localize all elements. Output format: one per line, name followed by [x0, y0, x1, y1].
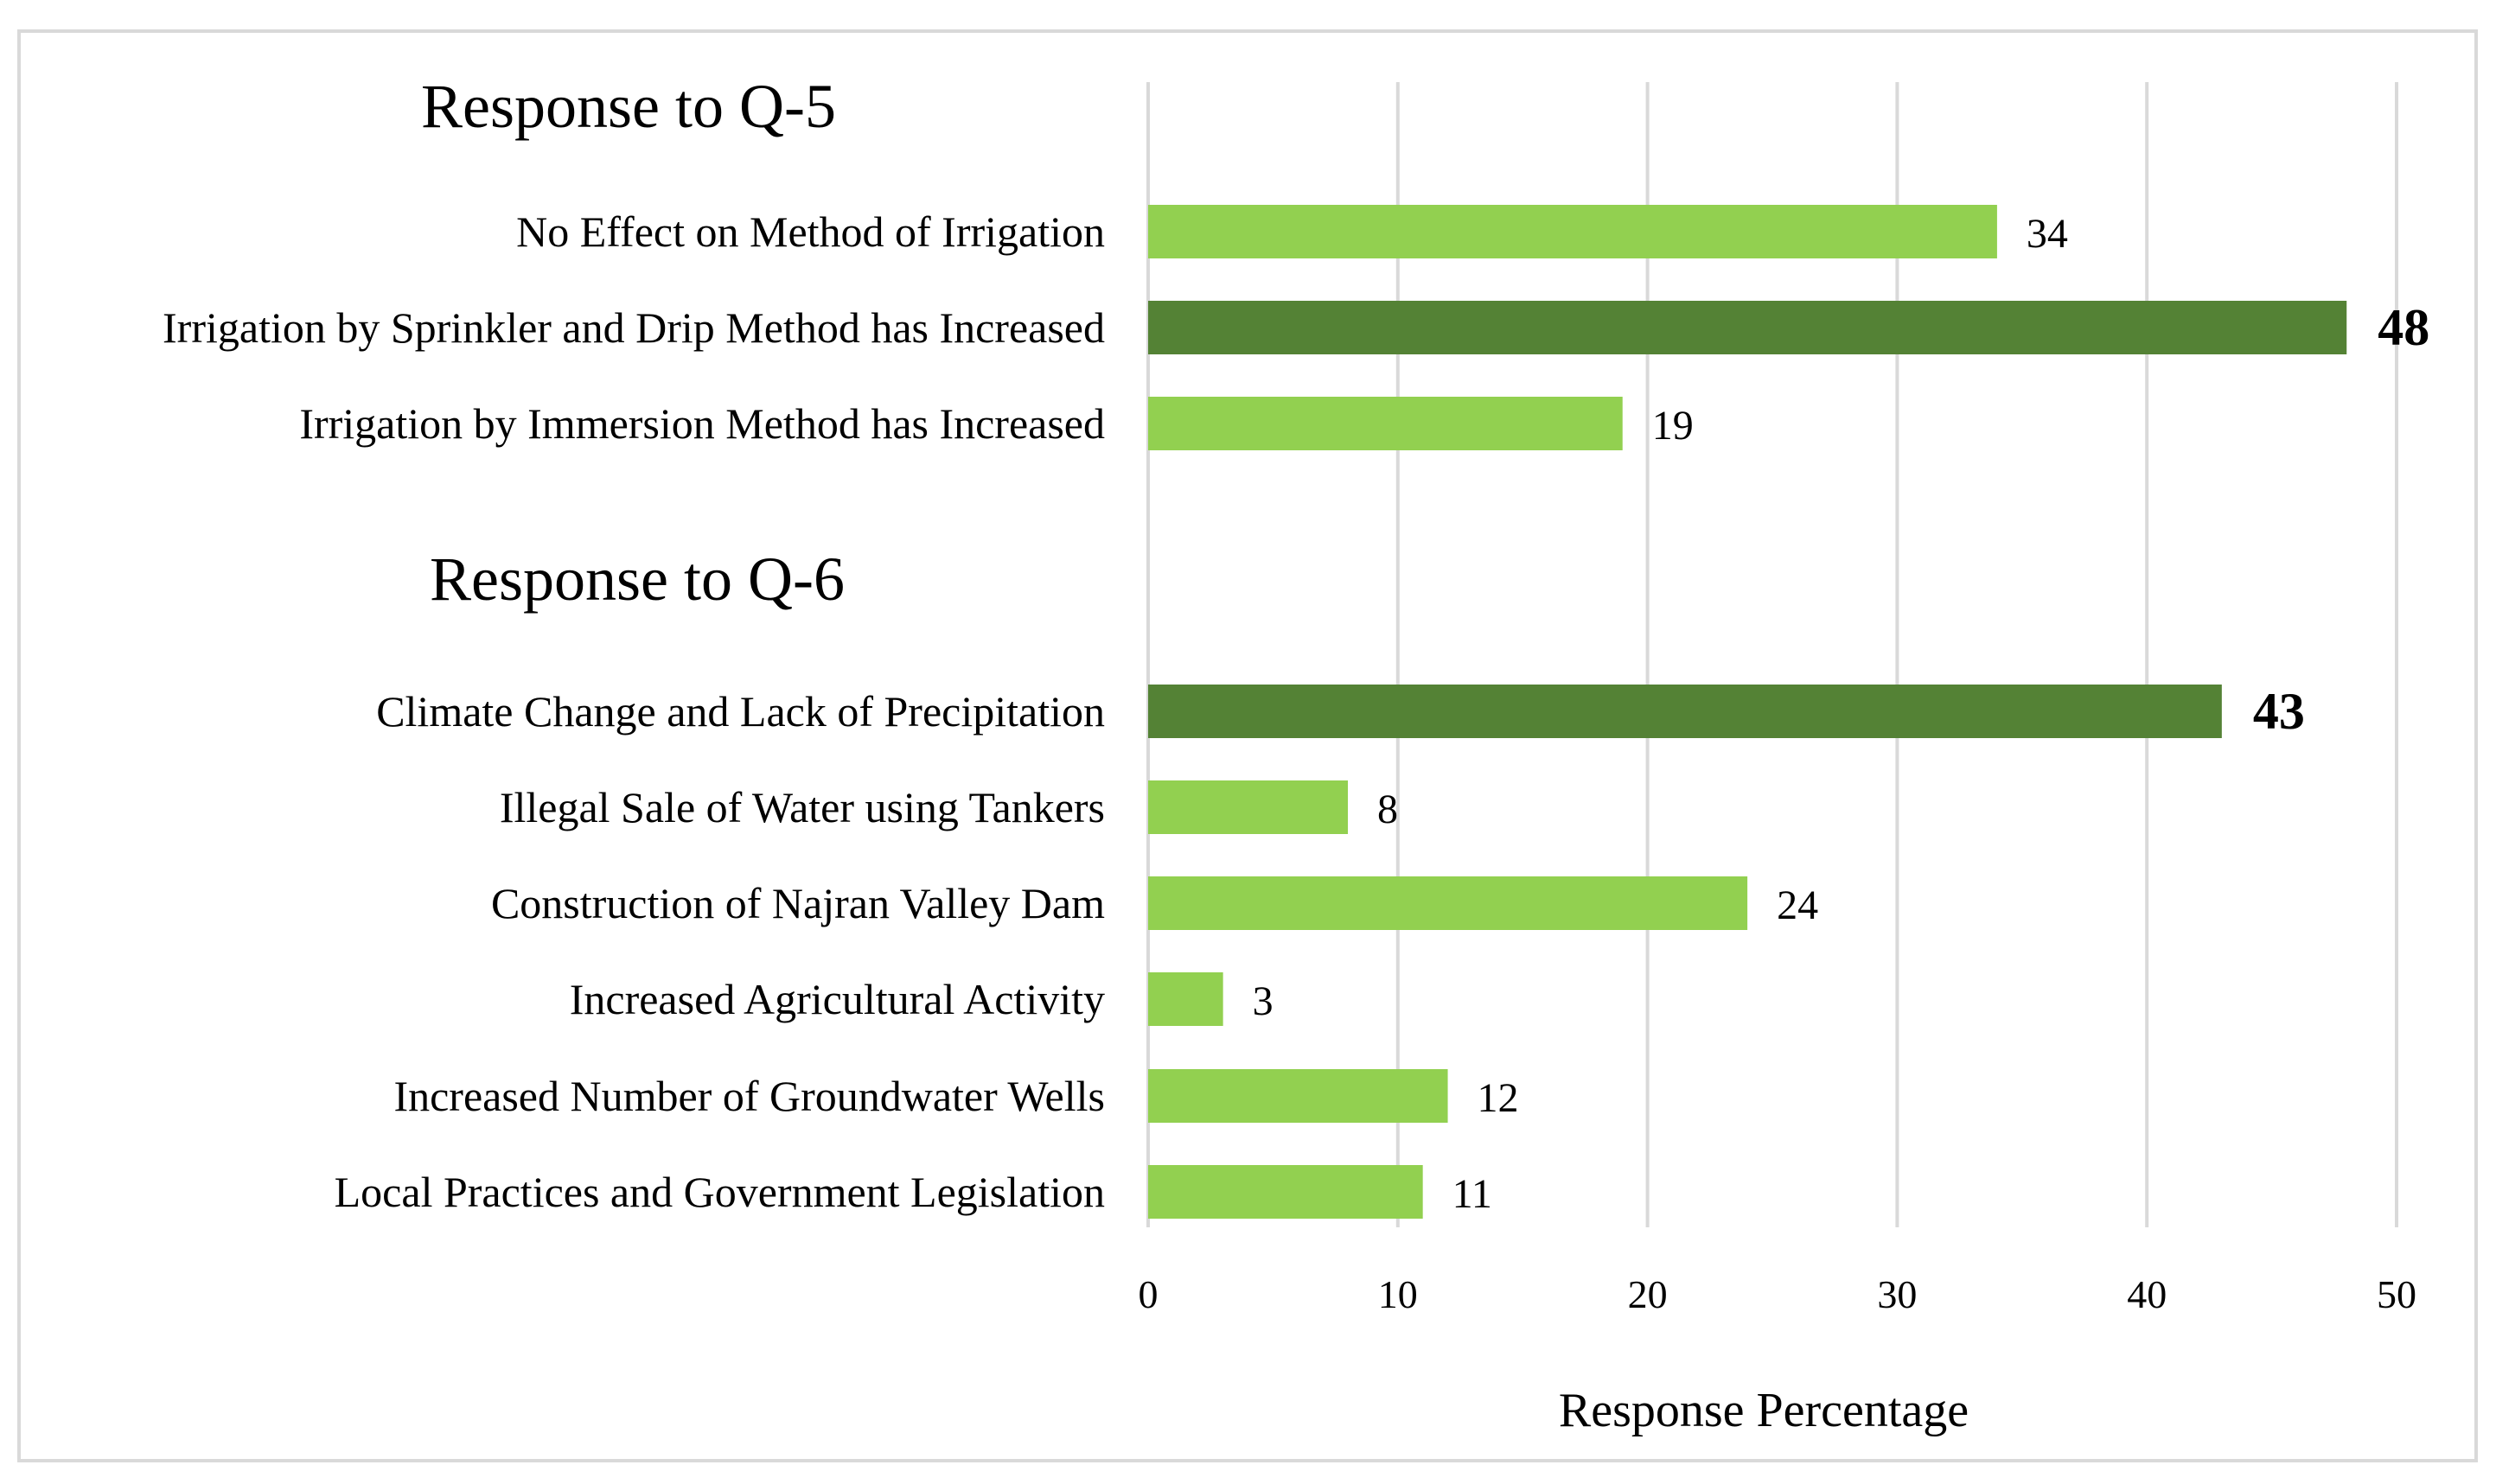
- bar-q5-3: [1148, 397, 1623, 450]
- x-tick-label-0: 0: [1139, 1272, 1159, 1316]
- x-tick-label-10: 10: [1378, 1272, 1418, 1316]
- bar-q5-1: [1148, 205, 1997, 258]
- category-label-q5-3: Irrigation by Immersion Method has Incre…: [299, 399, 1105, 448]
- category-label-q6-4: Increased Agricultural Activity: [570, 975, 1105, 1023]
- data-label-q6-1: 43: [2253, 683, 2305, 740]
- x-axis-title: Response Percentage: [1559, 1384, 1969, 1437]
- category-label-q5-1: No Effect on Method of Irrigation: [516, 207, 1105, 256]
- category-label-q5-2: Irrigation by Sprinkler and Drip Method …: [163, 303, 1105, 352]
- bar-q6-2: [1148, 780, 1349, 834]
- bar-q6-1: [1148, 685, 2222, 738]
- data-label-q5-2: 48: [2378, 299, 2429, 356]
- bars: [1148, 205, 2347, 1219]
- category-label-q6-1: Climate Change and Lack of Precipitation: [376, 687, 1105, 736]
- bar-q6-4: [1148, 972, 1223, 1026]
- data-label-q6-6: 11: [1452, 1171, 1492, 1217]
- data-label-q6-4: 3: [1253, 978, 1274, 1024]
- x-tick-label-30: 30: [1877, 1272, 1917, 1316]
- data-label-q6-3: 24: [1777, 882, 1818, 928]
- x-tick-label-40: 40: [2127, 1272, 2167, 1316]
- category-label-q6-6: Local Practices and Government Legislati…: [335, 1168, 1105, 1216]
- x-tick-label-20: 20: [1628, 1272, 1668, 1316]
- data-label-q6-2: 8: [1377, 787, 1398, 832]
- section-title-q6: Response to Q-6: [430, 545, 845, 614]
- x-axis-ticks: 0 10 20 30 40 50: [1139, 1272, 2417, 1316]
- chart-frame: [17, 29, 2478, 1462]
- bar-q6-3: [1148, 876, 1748, 930]
- x-tick-label-50: 50: [2377, 1272, 2416, 1316]
- category-label-q6-5: Increased Number of Groundwater Wells: [393, 1072, 1105, 1120]
- data-label-q5-3: 19: [1652, 403, 1694, 449]
- section-title-q5: Response to Q-5: [421, 72, 836, 141]
- gridlines: [1146, 82, 2398, 1227]
- data-label-q6-5: 12: [1478, 1075, 1519, 1121]
- category-label-q6-2: Illegal Sale of Water using Tankers: [500, 783, 1105, 831]
- data-label-q5-1: 34: [2027, 211, 2068, 257]
- bar-q6-5: [1148, 1069, 1448, 1123]
- bar-q5-2: [1148, 301, 2347, 354]
- category-label-q6-3: Construction of Najran Valley Dam: [491, 879, 1105, 927]
- bar-q6-6: [1148, 1165, 1423, 1219]
- data-labels: 34 48 19 43 8 24 3 12 11: [1253, 211, 2430, 1217]
- category-labels: No Effect on Method of Irrigation Irrigat…: [163, 207, 1105, 1216]
